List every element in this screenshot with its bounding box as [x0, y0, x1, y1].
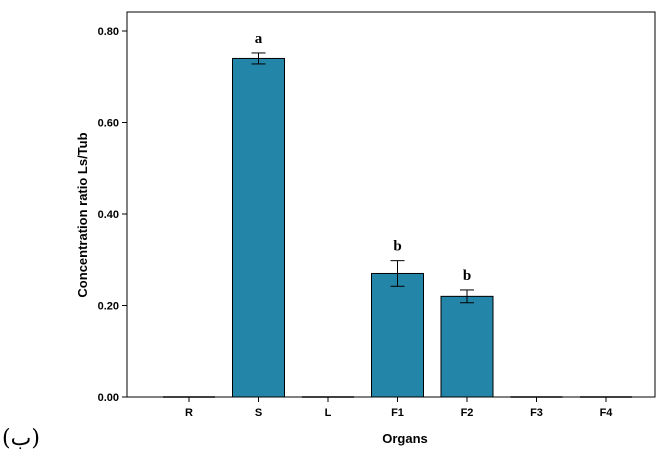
bar-s: [232, 57, 285, 398]
y-tick-label: 0.40: [98, 209, 119, 221]
y-tick-label: 0.00: [98, 392, 119, 404]
significance-label: b: [463, 268, 471, 284]
significance-label: b: [393, 239, 401, 255]
error-bars: [251, 52, 474, 304]
bars: [163, 57, 632, 398]
x-tick-label: F1: [391, 407, 404, 419]
y-tick-label: 0.60: [98, 118, 119, 130]
x-tick-label: F4: [600, 407, 614, 419]
significance-label: a: [255, 31, 263, 47]
y-tick-label: 0.20: [98, 301, 119, 313]
x-axis-title: Organs: [382, 431, 428, 446]
x-tick-label: F2: [461, 407, 474, 419]
bar-f2: [440, 295, 494, 398]
x-axis: R S L F1 F2 F3 F4: [185, 397, 613, 419]
x-tick-label: S: [255, 407, 262, 419]
y-tick-label: 0.80: [98, 26, 119, 38]
significance-labels: a b b: [255, 31, 471, 284]
x-tick-label: L: [325, 407, 332, 419]
y-axis: 0.00 0.20 0.40 0.60 0.80: [98, 26, 127, 404]
bar-f1: [371, 272, 424, 398]
x-tick-label: F3: [530, 407, 543, 419]
y-axis-title: Concentration ratio Ls/Tub: [75, 132, 90, 297]
x-tick-label: R: [185, 407, 193, 419]
panel-label: (ب): [2, 426, 40, 451]
